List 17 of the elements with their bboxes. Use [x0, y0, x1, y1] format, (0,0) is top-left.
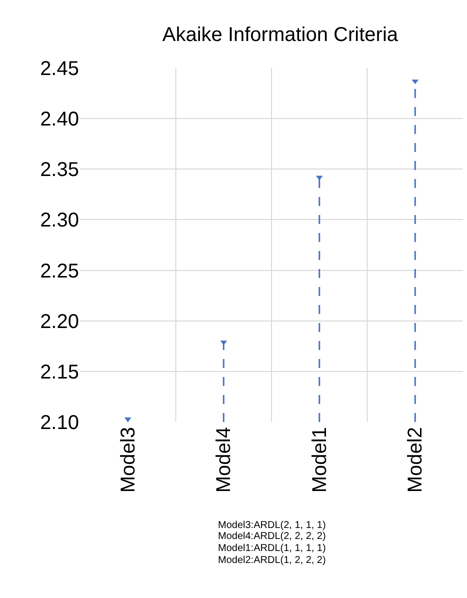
chart-title: Akaike Information Criteria — [162, 24, 399, 46]
x-tick-label: Model4 — [213, 427, 236, 493]
y-tick-label: 2.30 — [40, 210, 79, 232]
text: Model2:ARDL(1, 2, 2, 2) — [218, 555, 326, 566]
text: Model4:ARDL(2, 2, 2, 2) — [218, 531, 326, 542]
text: Model3:ARDL(2, 1, 1, 1) — [218, 520, 326, 531]
text: Model1:ARDL(1, 1, 1, 1) — [218, 543, 326, 554]
y-tick-label: 2.10 — [40, 412, 79, 434]
y-tick-label: 2.20 — [40, 310, 79, 333]
y-tick-label: 2.40 — [40, 108, 79, 131]
y-tick-label: 2.35 — [40, 159, 79, 182]
x-tick-label: Model3 — [117, 427, 140, 493]
y-tick-label: 2.15 — [40, 361, 79, 384]
y-tick-label: 2.25 — [40, 260, 79, 282]
y-tick-label: 2.45 — [40, 58, 79, 80]
x-tick-label: Model2 — [404, 427, 427, 493]
x-tick-label: Model1 — [308, 427, 331, 493]
